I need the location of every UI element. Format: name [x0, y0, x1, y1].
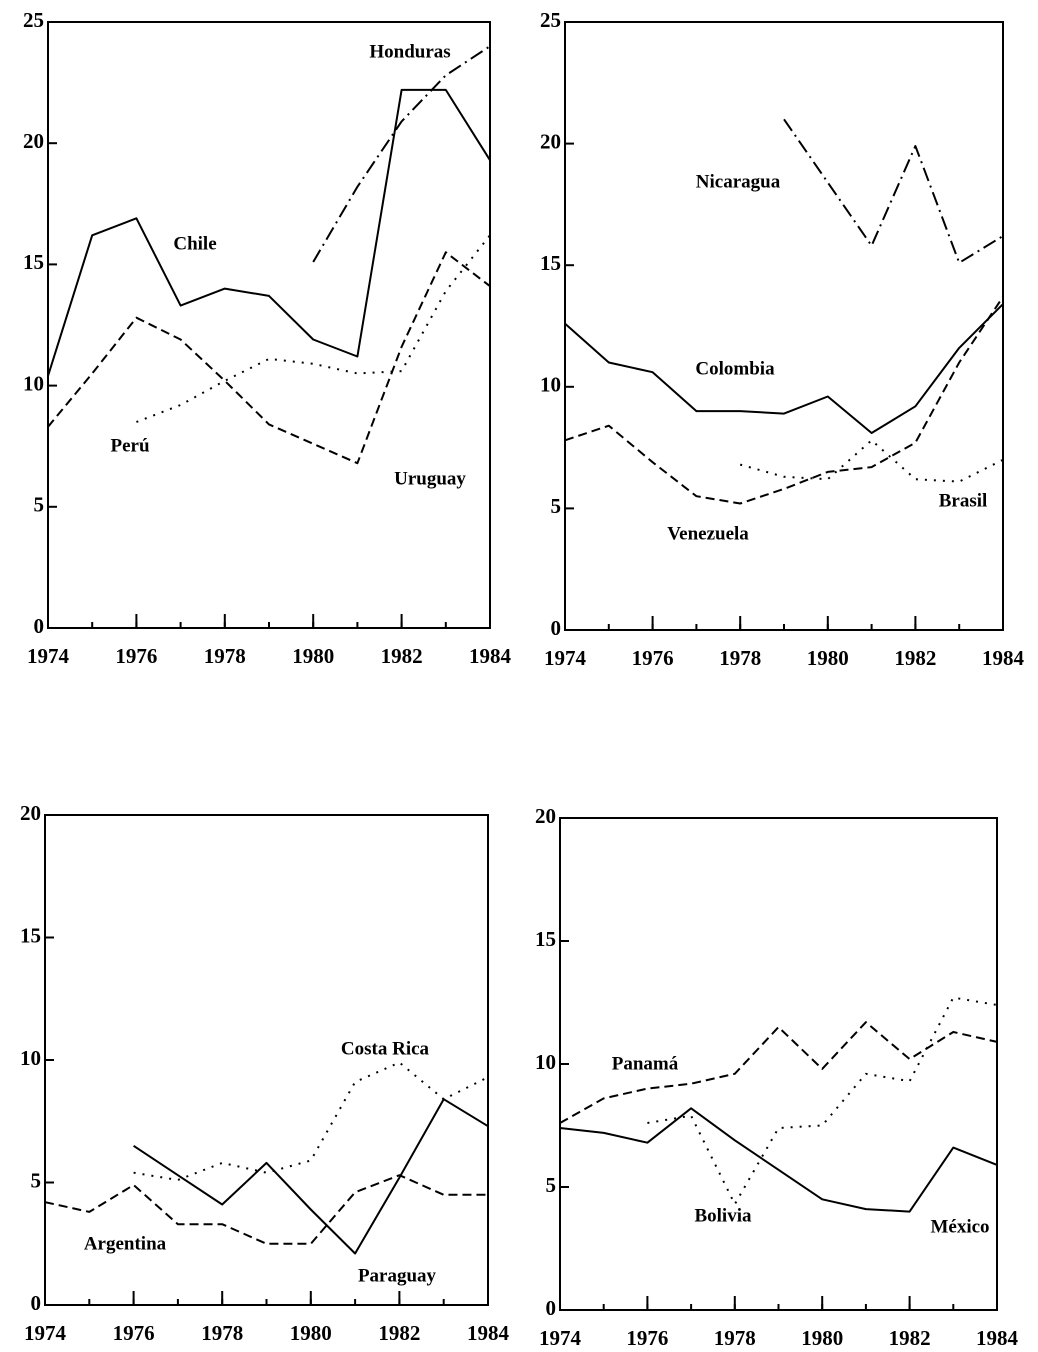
y-tick-label: 5 — [551, 494, 562, 518]
y-tick-label: 15 — [540, 251, 561, 275]
y-tick-label: 20 — [23, 129, 44, 153]
series-label: Paraguay — [358, 1265, 437, 1286]
y-tick-label: 0 — [31, 1291, 42, 1315]
x-tick-label: 1982 — [889, 1326, 931, 1350]
y-tick-label: 10 — [23, 371, 44, 395]
y-tick-label: 15 — [20, 923, 41, 947]
plot-frame — [44, 814, 489, 1306]
x-tick-label: 1976 — [115, 644, 157, 668]
y-tick-label: 25 — [540, 8, 561, 32]
series-label: Nicaragua — [696, 171, 781, 192]
series-line — [47, 88, 491, 377]
x-tick-label: 1984 — [469, 644, 512, 668]
series-label: México — [930, 1216, 989, 1237]
series-label: Colombia — [695, 358, 775, 379]
x-tick-label: 1980 — [801, 1326, 843, 1350]
y-tick-label: 25 — [23, 8, 44, 32]
x-tick-label: 1976 — [632, 646, 674, 670]
series-line — [564, 303, 1004, 434]
y-tick-label: 15 — [535, 927, 556, 951]
y-tick-label: 15 — [23, 250, 44, 274]
x-tick-label: 1982 — [378, 1321, 420, 1345]
x-tick-label: 1978 — [719, 646, 761, 670]
y-tick-label: 20 — [20, 801, 41, 825]
x-tick-label: 1982 — [894, 646, 936, 670]
y-tick-label: 5 — [34, 493, 45, 517]
series-label: Argentina — [84, 1233, 167, 1254]
series-label: Costa Rica — [341, 1038, 430, 1059]
series-label: Brasil — [939, 490, 988, 511]
plot-frame — [47, 21, 491, 629]
series-label: Uruguay — [394, 468, 466, 489]
y-tick-label: 5 — [546, 1173, 557, 1197]
series-line — [647, 996, 998, 1206]
y-tick-label: 10 — [20, 1046, 41, 1070]
x-tick-label: 1974 — [27, 644, 70, 668]
x-tick-label: 1974 — [544, 646, 587, 670]
series-label: Venezuela — [667, 523, 749, 544]
series-line — [739, 439, 1004, 483]
y-tick-label: 20 — [535, 804, 556, 828]
y-tick-label: 5 — [31, 1168, 42, 1192]
x-tick-label: 1974 — [539, 1326, 582, 1350]
x-tick-label: 1976 — [626, 1326, 668, 1350]
plot-frame — [564, 21, 1004, 631]
series-label: Perú — [110, 435, 149, 456]
series-line — [312, 45, 491, 263]
x-tick-label: 1984 — [976, 1326, 1019, 1350]
series-label: Honduras — [369, 41, 450, 62]
series-label: Panamá — [612, 1053, 679, 1074]
x-tick-label: 1978 — [714, 1326, 756, 1350]
series-line — [47, 251, 491, 465]
series-line — [564, 296, 1004, 505]
x-tick-label: 1976 — [113, 1321, 155, 1345]
series-line — [136, 234, 491, 423]
series-line — [133, 1098, 489, 1255]
series-label: Bolivia — [694, 1205, 752, 1226]
series-line — [44, 1174, 488, 1245]
y-tick-label: 0 — [34, 614, 45, 638]
x-tick-label: 1978 — [201, 1321, 243, 1345]
y-tick-label: 10 — [540, 373, 561, 397]
series-line — [559, 1107, 998, 1213]
x-tick-label: 1980 — [807, 646, 849, 670]
x-tick-label: 1984 — [467, 1321, 510, 1345]
y-tick-label: 10 — [535, 1050, 556, 1074]
y-tick-label: 0 — [546, 1296, 557, 1320]
y-tick-label: 0 — [551, 616, 562, 640]
x-tick-label: 1974 — [24, 1321, 67, 1345]
x-tick-label: 1984 — [982, 646, 1025, 670]
series-line — [783, 118, 1004, 264]
x-tick-label: 1980 — [290, 1321, 332, 1345]
series-label: Chile — [173, 233, 216, 254]
series-line — [133, 1061, 489, 1181]
x-tick-label: 1982 — [381, 644, 423, 668]
x-tick-label: 1978 — [204, 644, 246, 668]
x-tick-label: 1980 — [292, 644, 334, 668]
y-tick-label: 20 — [540, 129, 561, 153]
